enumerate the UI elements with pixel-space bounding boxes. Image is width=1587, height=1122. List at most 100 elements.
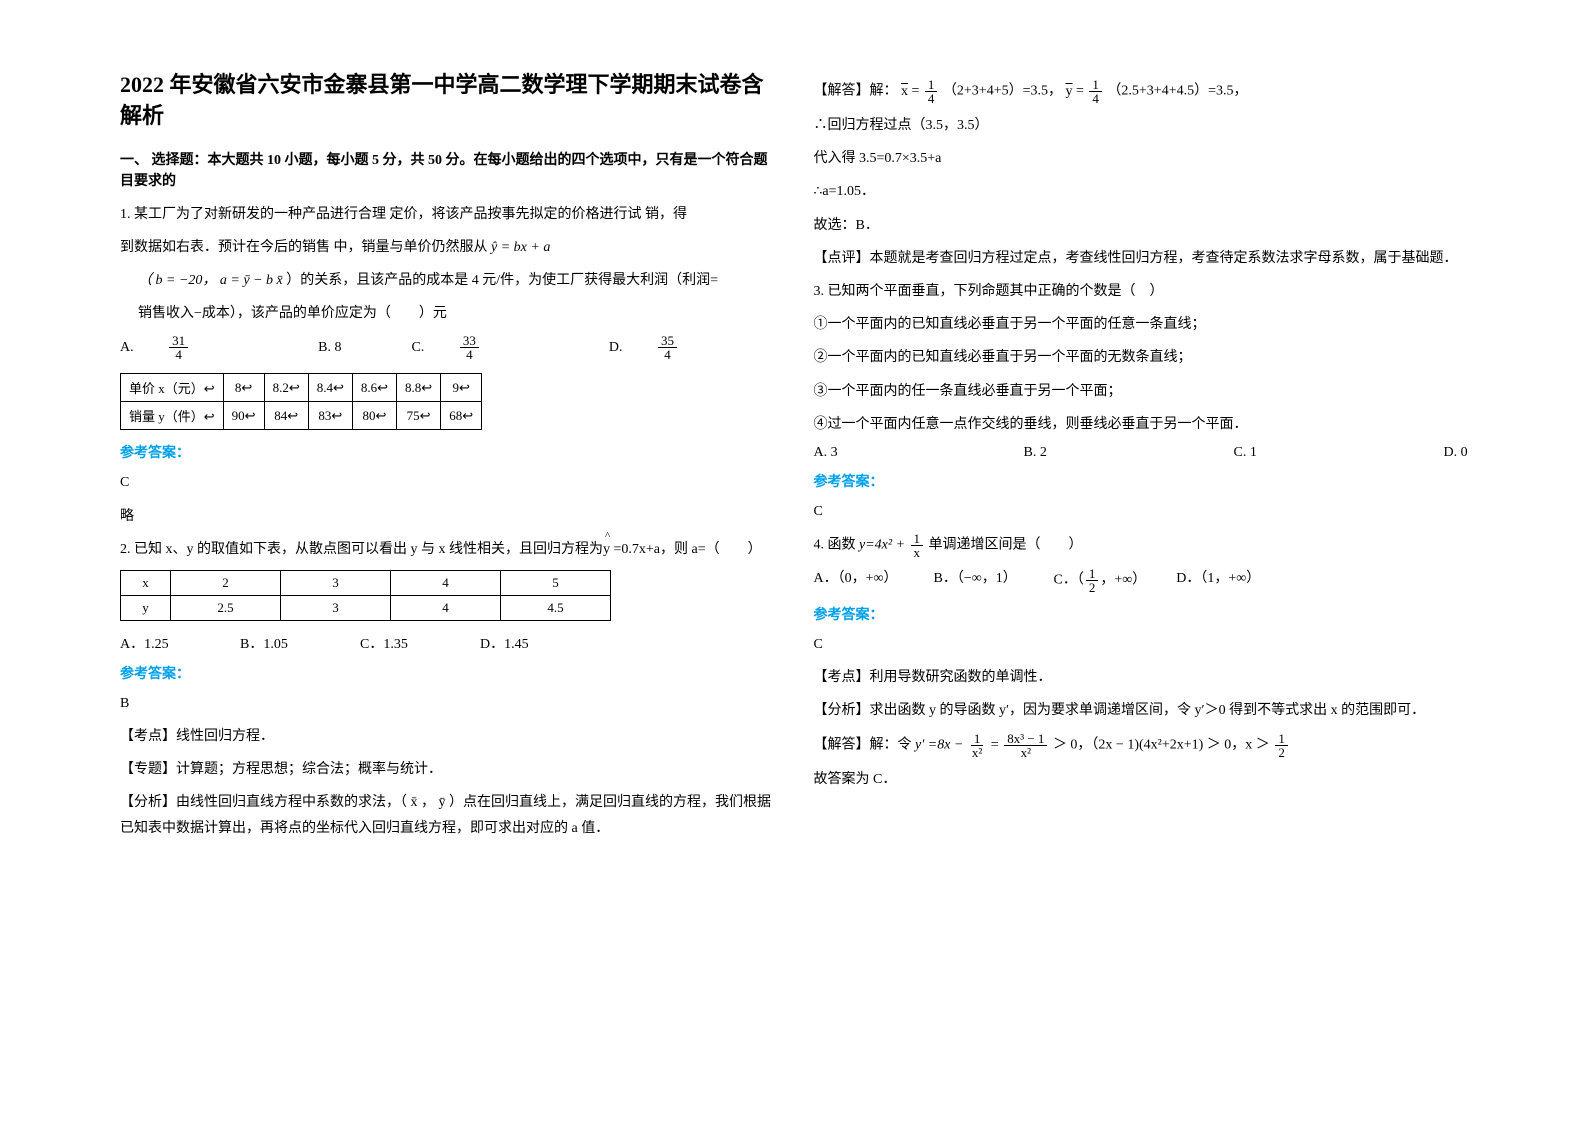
q2-table: x 2 3 4 5 y 2.5 3 4 4.5 [120, 570, 611, 621]
section-heading: 一、 选择题：本大题共 10 小题，每小题 5 分，共 50 分。在每小题给出的… [120, 150, 774, 192]
q1-line3a: （ b = −20， [138, 273, 216, 288]
cell: 4 [391, 570, 501, 595]
q3-stem: 3. 已知两个平面垂直，下列命题其中正确的个数是（ ） [814, 279, 1468, 304]
cell: 9↩ [441, 374, 482, 402]
fracD: 35 4 [658, 334, 707, 361]
q4-sol: 【解答】解：令 y′ =8x − 1x² = 8x³ − 1x² ＞ 0，（2x… [814, 732, 1468, 759]
q1-table-row2: 销量 y（件）↩ 90↩ 84↩ 83↩ 80↩ 75↩ 68↩ [121, 402, 482, 430]
frac-8x3: 8x³ − 1x² [1004, 732, 1047, 759]
frac-12: 12 [1086, 567, 1099, 594]
cell: y [121, 595, 171, 620]
q3-options: A. 3 B. 2 C. 1 D. 0 [814, 445, 1468, 461]
n: 1 [1089, 78, 1102, 92]
q3-p2: ②一个平面内的已知直线必垂直于另一个平面的无数条直线； [814, 345, 1468, 370]
q3-p3: ③一个平面内的任一条直线必垂直于另一个平面； [814, 379, 1468, 404]
eq: = [987, 737, 1002, 752]
cell: 8.8↩ [397, 374, 441, 402]
frac-12b: 12 [1275, 732, 1288, 759]
cell: 5 [501, 570, 611, 595]
sol1b: （2+3+4+5）=3.5， [943, 84, 1062, 99]
q3-optC: C. 1 [1234, 445, 1324, 461]
q4-options: A．（0，+∞） B．（−∞，1） C．（12，+∞） D．（1，+∞） [814, 567, 1468, 594]
optA-label: A. [120, 340, 134, 355]
xbar-icon: x [901, 79, 908, 104]
n: 1 [971, 732, 984, 746]
q4-answer-label: 参考答案： [814, 604, 1468, 624]
page-title: 2022 年安徽省六安市金寨县第一中学高二数学理下学期期末试卷含解析 [120, 70, 774, 132]
q2-optB: B．1.05 [240, 633, 330, 653]
q4-optC-post: ，+∞） [1100, 573, 1146, 588]
fracC: 33 4 [460, 334, 509, 361]
fracA-num: 31 [169, 334, 188, 348]
cell: 90↩ [223, 402, 264, 430]
q1-answer: C [120, 470, 774, 495]
q2-answer-label: 参考答案： [120, 663, 774, 683]
q2-sol2: ∴回归方程过点（3.5，3.5） [814, 113, 1468, 138]
q4-stem: 4. 函数 y=4x² + 1x 单调递增区间是（ ） [814, 532, 1468, 559]
cell: 2.5 [171, 595, 281, 620]
n: 1 [1275, 732, 1288, 746]
cell: 83↩ [308, 402, 352, 430]
q3-optA: A. 3 [814, 445, 904, 461]
cell: 75↩ [397, 402, 441, 430]
left-column: 2022 年安徽省六安市金寨县第一中学高二数学理下学期期末试卷含解析 一、 选择… [100, 70, 794, 1082]
q1-line3b: a = ȳ − b x̄ [220, 273, 283, 288]
cell: 4.5 [501, 595, 611, 620]
q1-optA: A. 31 4 [120, 334, 248, 361]
d: x² [969, 746, 985, 759]
q1-line3c: ）的关系，且该产品的成本是 4 元/件，为使工厂获得最大利润（利润= [286, 273, 718, 288]
cell: 8.2↩ [264, 374, 308, 402]
cell: 4 [391, 595, 501, 620]
q3-p1: ①一个平面内的已知直线必垂直于另一个平面的任意一条直线； [814, 312, 1468, 337]
q3-optB: B. 2 [1024, 445, 1114, 461]
n: 8x³ − 1 [1004, 732, 1047, 746]
q1-formula: ŷ = bx + a [491, 240, 550, 255]
q4-optA: A．（0，+∞） [814, 567, 904, 594]
q2-answer: B [120, 691, 774, 716]
q1-line2: 到数据如右表．预计在今后的销售 中，销量与单价仍然服从 ŷ = bx + a [120, 235, 774, 260]
q4-math: y=4x² + [859, 538, 909, 553]
optC-label: C. [411, 340, 424, 355]
cell: 8.4↩ [308, 374, 352, 402]
q2-sol5: 故选：B． [814, 213, 1468, 238]
frac-1x2: 1x² [969, 732, 985, 759]
d: x [911, 546, 924, 559]
q1-line1: 1. 某工厂为了对新研发的一种产品进行合理 定价，将该产品按事先拟定的价格进行试… [120, 202, 774, 227]
y-hat-icon: y [603, 537, 610, 562]
q4-answer: C [814, 632, 1468, 657]
q4-optC-pre: C． [1054, 573, 1077, 588]
cell: 84↩ [264, 402, 308, 430]
q2-zt: 【专题】计算题；方程思想；综合法；概率与统计． [120, 757, 774, 782]
q2-fx: 【分析】由线性回归直线方程中系数的求法，（ x̄ ， ȳ ）点在回归直线上，满足… [120, 790, 774, 840]
n: 1 [911, 532, 924, 546]
cell: 3 [281, 570, 391, 595]
cell: 单价 x（元）↩ [121, 374, 224, 402]
q1-line3: （ b = −20， a = ȳ − b x̄ ）的关系，且该产品的成本是 4 … [138, 268, 774, 293]
q4-optC: C．（12，+∞） [1054, 567, 1147, 594]
frac-1x: 1x [911, 532, 924, 559]
d: 2 [1086, 581, 1099, 594]
cell: 68↩ [441, 402, 482, 430]
q2-kp: 【考点】线性回归方程． [120, 724, 774, 749]
q2-table-row1: x 2 3 4 5 [121, 570, 611, 595]
d: 4 [925, 92, 938, 105]
optD-label: D. [609, 340, 623, 355]
q4-sol-end: 故答案为 C． [814, 767, 1468, 792]
q2-sol4: ∴a=1.05． [814, 179, 1468, 204]
q1-optC: C. 33 4 [411, 334, 538, 361]
q3-optD: D. 0 [1444, 445, 1534, 461]
n: 1 [1086, 567, 1099, 581]
q2-optC: C．1.35 [360, 633, 450, 653]
sol1a: 【解答】解： [814, 84, 898, 99]
frac-14a: 14 [925, 78, 938, 105]
q1-optB: B. 8 [318, 340, 341, 356]
q1-options: A. 31 4 B. 8 C. 33 4 D. 35 4 [120, 334, 774, 361]
sol1c: （2.5+3+4+4.5）=3.5， [1107, 84, 1247, 99]
q1-optD: D. 35 4 [609, 334, 737, 361]
frac-14b: 14 [1089, 78, 1102, 105]
fracA: 31 4 [169, 334, 218, 361]
d: x² [1018, 746, 1034, 759]
fracC-den: 4 [463, 348, 476, 361]
q3-answer: C [814, 499, 1468, 524]
q2-optD: D．1.45 [480, 633, 570, 653]
